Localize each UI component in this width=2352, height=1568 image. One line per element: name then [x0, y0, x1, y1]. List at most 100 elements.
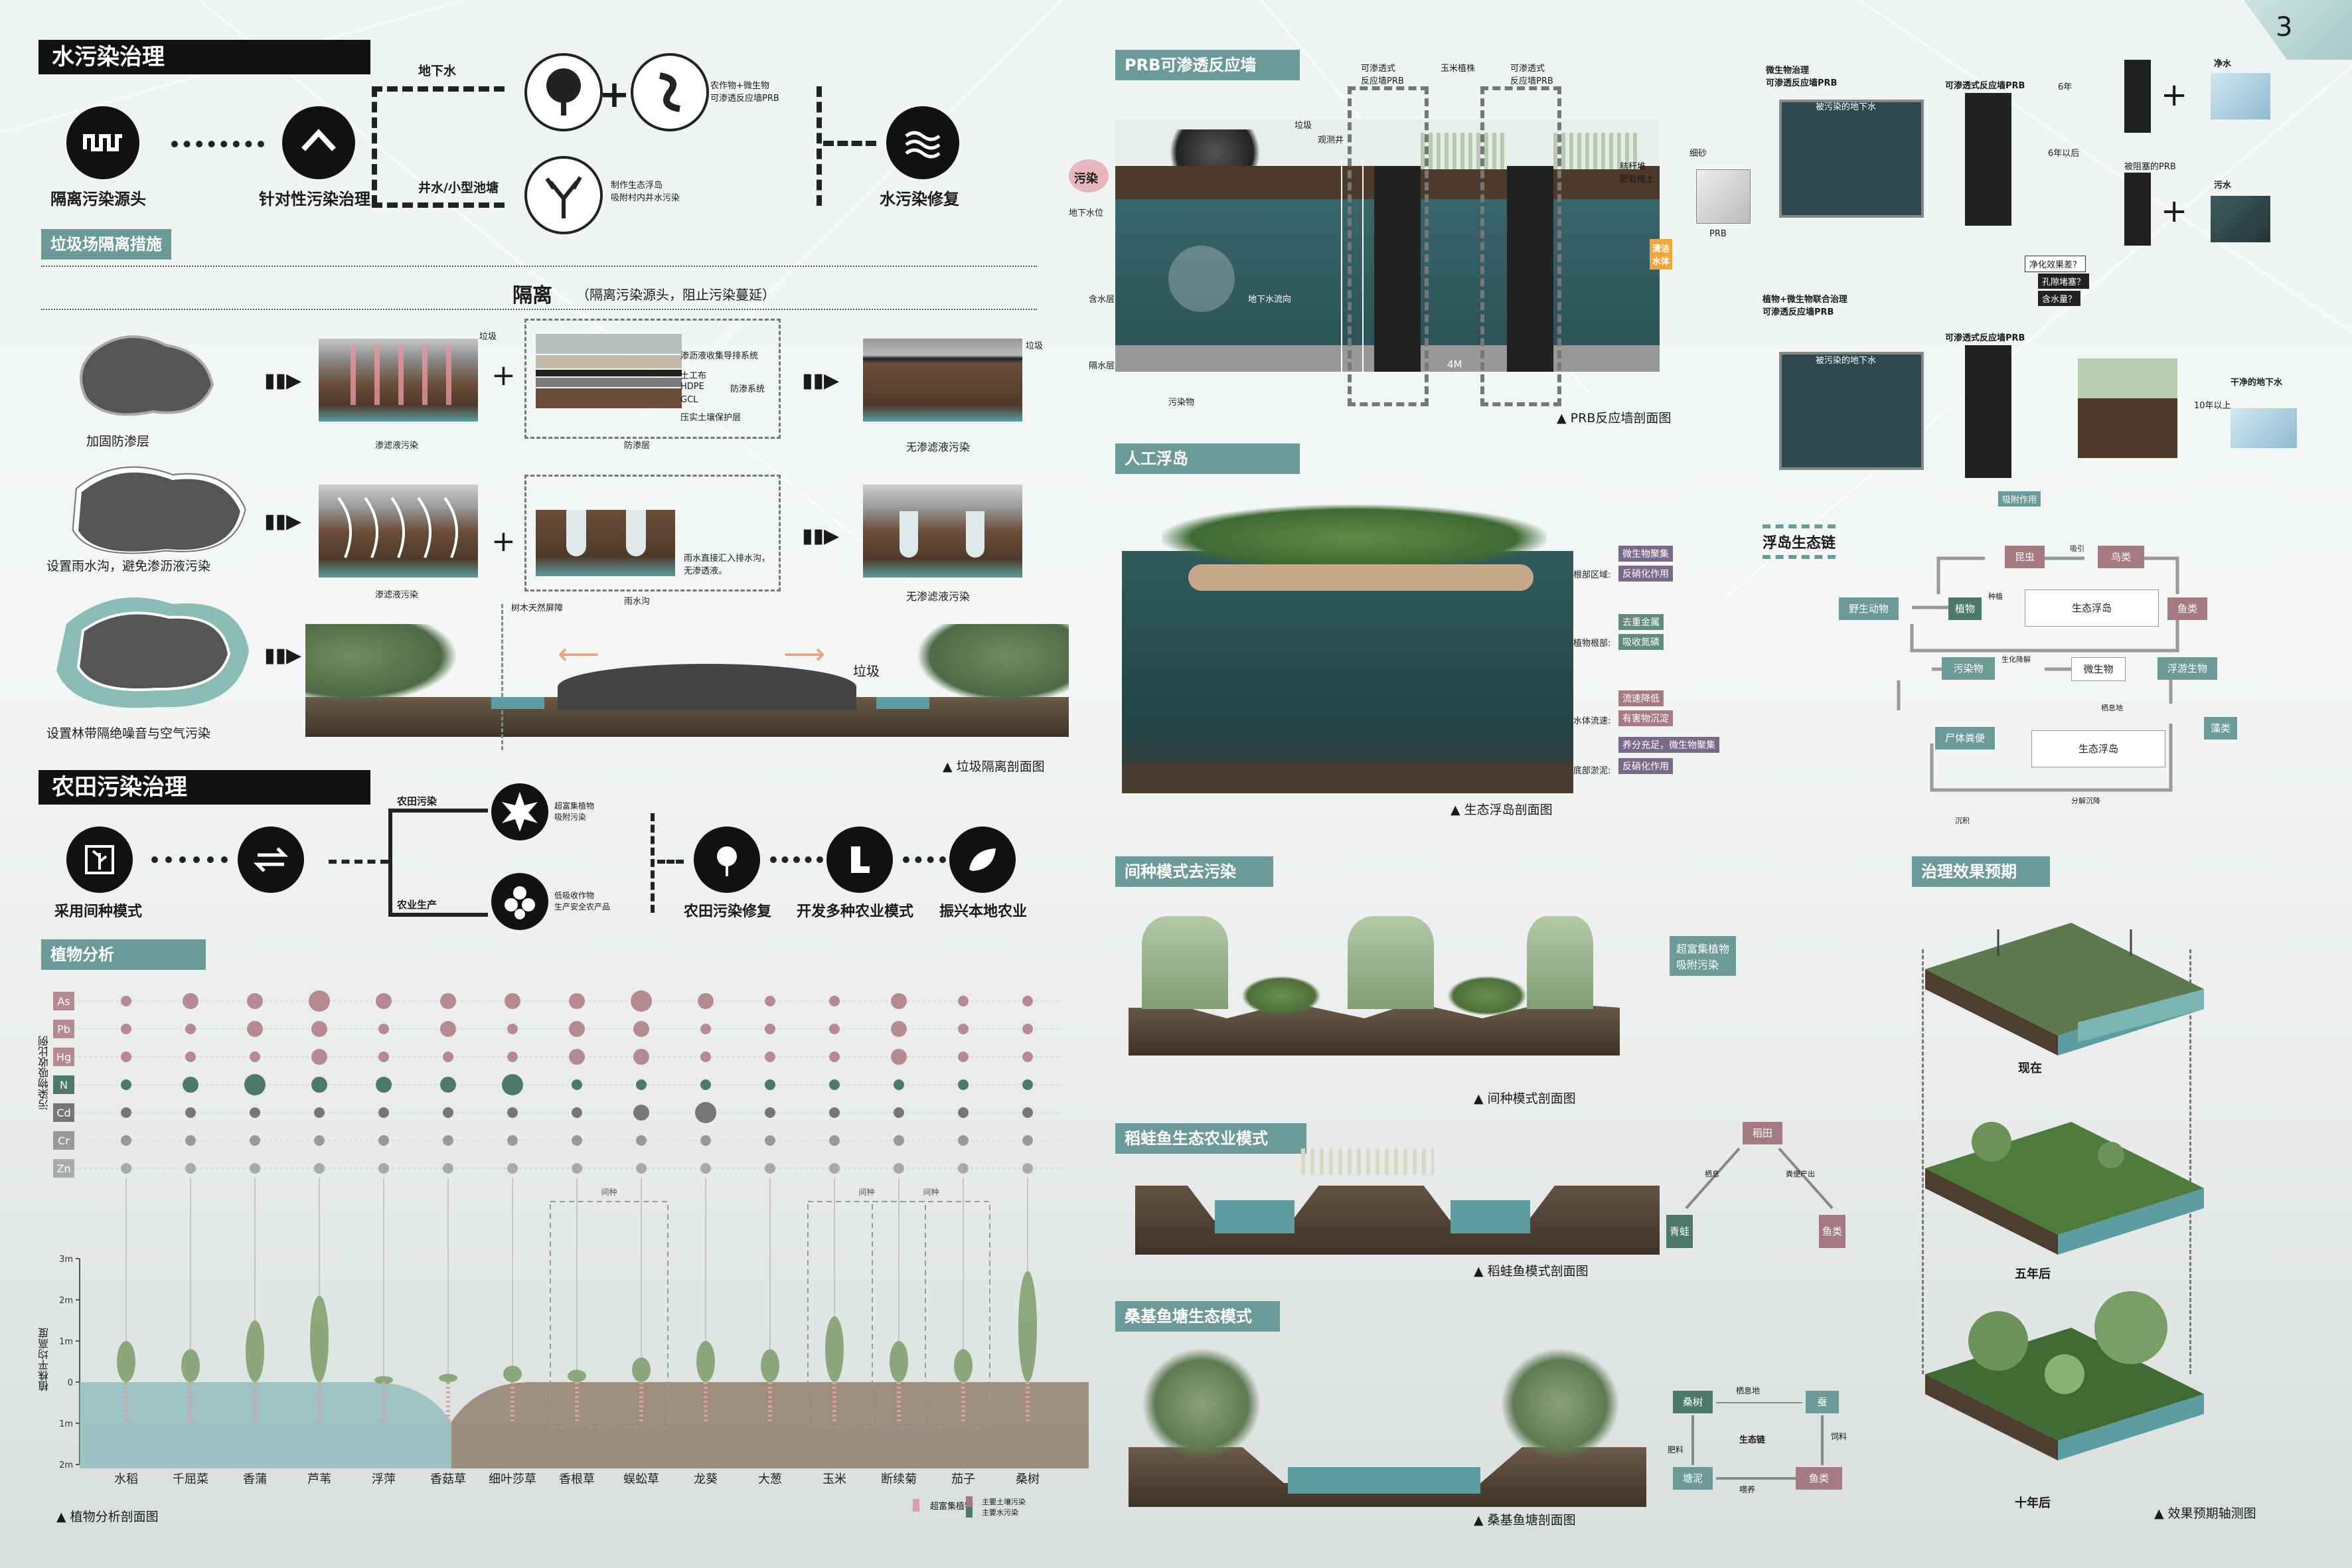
interplant-label: 间种: [923, 1188, 939, 1197]
no-leachate-panel-2: [863, 485, 1022, 578]
prb-block: [1696, 169, 1751, 224]
plant-mark: [503, 1366, 522, 1382]
absorption-dot: [121, 1079, 131, 1090]
absorption-dot: [695, 1102, 716, 1123]
absorption-dot: [829, 1163, 840, 1174]
blocked: 被阻塞的PRB: [2124, 162, 2176, 172]
exchange-icon: [238, 826, 304, 893]
island-section: [1122, 478, 1573, 793]
branch-bottom-line: [372, 202, 505, 208]
absorption-dot: [440, 1077, 456, 1093]
clean-water: 净水: [2214, 59, 2232, 69]
species-label: 大葱: [758, 1472, 782, 1486]
prb-straw: 秸秆堆 肥栽植土: [1620, 162, 1655, 185]
element-label-bg: [53, 1103, 74, 1122]
absorption-dot: [121, 1024, 131, 1034]
legend-hyper: 超富集植物: [913, 1499, 973, 1512]
island-chain-lines: [1897, 556, 2179, 792]
tag-heavy-metal: 去重金属: [1618, 614, 1664, 630]
farm-step-b: 开发多种农业模式: [797, 903, 914, 920]
island-caption: 生态浮岛剖面图: [1450, 800, 1553, 818]
absorption-dot: [378, 1107, 389, 1118]
mulberry-fert: 肥料: [1668, 1445, 1684, 1454]
node-insect: 昆虫: [2005, 546, 2045, 568]
mulberry-lines: [1691, 1402, 1824, 1480]
mulberry-fish: 鱼类: [1796, 1467, 1842, 1490]
plant-block: [2078, 358, 2177, 458]
species-label: 茄子: [951, 1472, 975, 1486]
absorption-dot: [891, 993, 907, 1009]
absorption-dot: [247, 1021, 263, 1037]
effect-caption: 效果预期轴测图: [2154, 1504, 2256, 1522]
effect-block-ten: [1925, 1291, 2204, 1460]
tag-microbe: 微生物聚集: [1618, 546, 1673, 562]
mulberry-feed: 饲料: [1831, 1432, 1847, 1441]
farm-merge-h: [657, 860, 684, 864]
tree-icon: [524, 53, 603, 131]
absorption-dot: [700, 1135, 711, 1146]
arrow-row1b: ▮▮▶: [802, 369, 840, 392]
farm-arrow-2: [770, 856, 823, 863]
label-seed: 种植: [1988, 592, 2003, 601]
absorption-dot: [443, 1052, 453, 1062]
prb-caption: PRB反应墙剖面图: [1557, 408, 1672, 426]
absorption-dot: [891, 1021, 907, 1037]
absorption-dot: [121, 1135, 131, 1146]
farm-branch-bot: [388, 913, 488, 917]
prb-clean: 清洁 水体: [1650, 239, 1673, 270]
plant-mark: [954, 1349, 973, 1382]
absorption-dot: [311, 1021, 327, 1037]
water-flow: 水体流速:: [1573, 716, 1611, 726]
plant-root: 植物根部:: [1573, 639, 1611, 649]
absorption-dot: [505, 993, 520, 1009]
mulberry-habitat: 栖息地: [1736, 1386, 1761, 1395]
absorption-dot: [121, 1107, 131, 1118]
element-label-bg: [53, 1075, 74, 1094]
absorption-dot: [443, 1163, 453, 1174]
absorption-dot: [507, 1024, 518, 1034]
intercrop-tag: 超富集植物 吸附污染: [1670, 936, 1737, 976]
prb-gw-level: 地下水位: [1069, 208, 1104, 218]
prb-wall2: 可渗透式 反应墙PRB: [1510, 64, 1553, 86]
absorption-dot: [958, 996, 969, 1006]
mulberry-section: [1129, 1334, 1646, 1507]
effect-title: 治理效果预期: [1912, 856, 2050, 887]
arrow-1: [171, 141, 264, 147]
chain-top-title: 微生物治理 可渗透反应墙PRB: [1766, 66, 1838, 88]
farm-arrow-3: [903, 856, 946, 863]
absorption-dot: [636, 1135, 647, 1146]
effect-dashed-frame: [1922, 949, 2191, 1374]
layer-geo: 土工布: [680, 371, 707, 381]
absorption-dot: [185, 1135, 196, 1146]
absorption-dot: [765, 1052, 775, 1062]
isolation-rule2: [41, 309, 1037, 310]
effect-block-five: [1925, 1122, 2204, 1255]
page-number: 3: [2276, 12, 2293, 42]
absorption-dot: [443, 1135, 453, 1146]
interplant-box: [807, 1201, 926, 1428]
chain-bottom-title: 植物+微生物联合治理 可渗透反应墙PRB: [1763, 295, 1847, 317]
plant-mark: [568, 1370, 586, 1382]
absorption-dot: [569, 1049, 585, 1065]
absorption-dot: [309, 990, 330, 1012]
garbage-caption: 垃圾隔离剖面图: [943, 757, 1045, 775]
farm-step-a: 农田污染修复: [684, 903, 772, 920]
pollution-badge: [1069, 159, 1109, 193]
species-label: 蜈蚣草: [623, 1472, 659, 1486]
label-bio: 生化降解: [2001, 655, 2031, 664]
plant-mark: [439, 1373, 457, 1382]
absorption-dot: [572, 1135, 582, 1146]
mulberry-title: 桑基鱼塘生态模式: [1115, 1301, 1280, 1332]
node-plant: 植物: [1948, 597, 1982, 620]
garbage-label-1: 垃圾: [479, 332, 497, 342]
leachate-panel-1: [319, 339, 478, 422]
absorption-dot: [958, 1052, 969, 1062]
element-label-bg: [53, 992, 74, 1010]
plant-mark: [890, 1341, 908, 1382]
prb-wall-box-2: [1480, 86, 1561, 406]
water-restore-icon: [886, 106, 959, 179]
absorption-dot: [250, 1135, 260, 1146]
absorption-dot: [121, 1163, 131, 1174]
species-label: 千屈菜: [173, 1472, 208, 1486]
farm-restore-icon: [694, 826, 760, 893]
